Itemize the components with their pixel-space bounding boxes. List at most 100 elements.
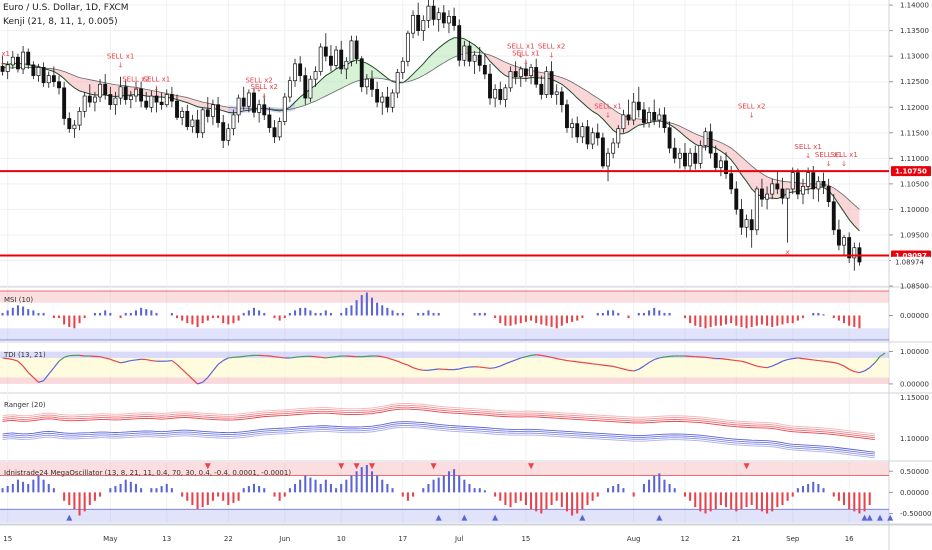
candle-body — [513, 71, 518, 77]
tdi-line-segment — [525, 354, 532, 358]
candle-body — [272, 127, 277, 138]
tdi-line-segment — [838, 363, 845, 367]
candle-body — [169, 94, 174, 102]
candle-body — [375, 89, 380, 103]
candle-body — [329, 55, 333, 66]
sell-signal-label: SELL x2 — [245, 77, 273, 85]
candle-body — [359, 58, 364, 88]
candle-body — [370, 78, 374, 90]
candle-body — [447, 15, 451, 24]
candle-body — [729, 173, 734, 190]
candle-body — [103, 83, 108, 95]
candle-body — [539, 83, 544, 95]
sell-signal-label: SELL x1 — [512, 50, 540, 58]
candle-body — [123, 86, 128, 100]
candle-body — [400, 60, 405, 73]
candle-body — [554, 91, 559, 95]
signal-triangle-up — [656, 514, 663, 521]
candle-body — [190, 119, 195, 128]
candle-body — [257, 104, 262, 113]
candle-body — [565, 104, 569, 129]
candle-body — [534, 67, 539, 85]
candle-body — [765, 193, 770, 200]
candle-body — [498, 89, 503, 100]
candle-body — [677, 152, 682, 159]
tdi-line-segment — [577, 361, 583, 364]
kenji-cloud-segment — [325, 72, 331, 97]
tdi-line-segment — [217, 360, 224, 365]
ranger-upper-line — [2, 406, 875, 439]
tdi-line-segment — [813, 359, 819, 362]
candle-body — [559, 91, 564, 106]
kenji-cloud-segment — [490, 55, 496, 67]
kenji-cloud-segment — [833, 187, 839, 205]
tdi-line-segment — [402, 362, 409, 366]
tdi-line-segment — [582, 361, 588, 364]
y-tick-label: 1.00000 — [900, 348, 929, 356]
kenji-cloud-segment — [330, 68, 337, 94]
candle-body — [72, 124, 77, 130]
tdi-line-segment — [828, 361, 834, 364]
tdi-line-segment — [135, 358, 142, 361]
tdi-line-segment — [146, 358, 152, 362]
kenji-cloud-segment — [628, 117, 634, 132]
candle-body — [349, 40, 354, 62]
kenji-cloud-segment — [500, 59, 506, 76]
sell-signal-label: SELL x1 — [594, 102, 622, 110]
tdi-line-segment — [879, 352, 886, 357]
tdi-line-segment — [418, 368, 424, 371]
tdi-line-segment — [315, 356, 321, 358]
candle-body — [754, 188, 759, 231]
kenji-cloud-segment — [838, 191, 845, 212]
tdi-line-segment — [736, 359, 742, 362]
candle-body — [770, 183, 775, 195]
candle-body — [662, 114, 667, 129]
price-tag-box — [891, 166, 931, 177]
sell-signal-arrow: ↓ — [261, 92, 267, 100]
candle-body — [21, 51, 26, 70]
candle-body — [518, 68, 523, 77]
x-tick-label: Sep — [786, 535, 800, 543]
y-tick-label: 1.14000 — [900, 2, 929, 10]
candle-body — [626, 114, 631, 121]
signal-triangle-up — [866, 514, 873, 521]
tdi-line-segment — [53, 360, 60, 369]
candle-body — [221, 122, 226, 141]
tdi-line-segment — [63, 355, 70, 358]
tdi-line-segment — [17, 360, 24, 367]
kenji-cloud-segment — [151, 90, 157, 98]
sell-signal-arrow: ↓ — [133, 85, 139, 93]
tdi-line-segment — [202, 376, 209, 383]
tdi-line-segment — [808, 358, 814, 361]
candle-body — [693, 152, 698, 164]
candle-body — [390, 92, 395, 108]
sell-signal-arrow: ↓ — [0, 59, 6, 67]
tdi-line-segment — [12, 359, 19, 362]
y-tick-label: 1.11000 — [900, 155, 929, 163]
tdi-line-segment — [99, 356, 106, 359]
candle-body — [308, 78, 313, 99]
candle-body — [785, 188, 790, 199]
signal-triangle-down — [338, 463, 345, 470]
kenji-cloud-segment — [366, 63, 372, 79]
candle-body — [108, 94, 113, 106]
tdi-line-segment — [818, 359, 824, 362]
x-tick-label: 16 — [845, 535, 854, 543]
candle-body — [431, 5, 436, 20]
signal-triangle-down — [353, 463, 360, 470]
candle-body — [836, 229, 841, 246]
tdi-lower-band — [0, 377, 889, 384]
candle-body — [92, 96, 97, 103]
candle-body — [395, 72, 400, 94]
candle-body — [739, 209, 744, 228]
candle-body — [611, 142, 616, 154]
candle-body — [31, 64, 36, 76]
price-tag-label: 1.10750 — [895, 168, 927, 176]
sell-signal-label: SELL x2 — [250, 83, 278, 91]
candle-body — [462, 45, 467, 61]
y-tick-label: -0.50000 — [900, 510, 931, 518]
candle-body — [364, 78, 369, 88]
candle-body — [380, 96, 385, 103]
candle-body — [698, 145, 703, 164]
